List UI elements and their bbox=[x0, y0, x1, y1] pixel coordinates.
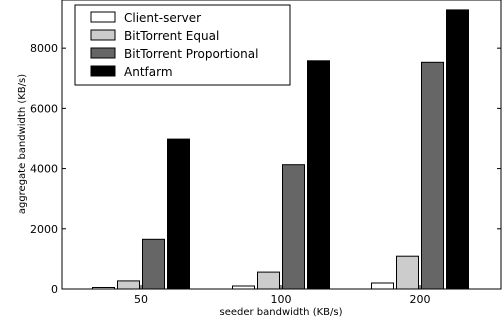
x-tick-label: 100 bbox=[271, 293, 292, 306]
legend-label: Client-server bbox=[124, 11, 201, 25]
bar-client-server-50 bbox=[92, 287, 115, 290]
legend-label: BitTorrent Proportional bbox=[124, 47, 258, 61]
legend-swatch bbox=[90, 11, 116, 23]
bars-group bbox=[92, 9, 469, 290]
bar-antfarm-200 bbox=[446, 9, 469, 290]
y-tick-label: 8000 bbox=[30, 42, 58, 55]
bar-bittorrent-equal-200 bbox=[396, 255, 419, 290]
bar-client-server-100 bbox=[232, 285, 255, 290]
legend-label: Antfarm bbox=[124, 65, 173, 79]
bar-antfarm-50 bbox=[167, 138, 190, 290]
bar-bittorrent-proportional-200 bbox=[421, 61, 444, 290]
x-axis-ticks: 50 100 200 bbox=[134, 285, 431, 306]
bar-bittorrent-equal-50 bbox=[117, 280, 140, 290]
y-tick-label: 0 bbox=[51, 283, 58, 296]
legend-swatch bbox=[90, 65, 116, 77]
x-axis-label: seeder bandwidth (KB/s) bbox=[219, 307, 342, 318]
bar-client-server-200 bbox=[371, 282, 394, 290]
y-tick-label: 4000 bbox=[30, 163, 58, 176]
x-tick-label: 50 bbox=[134, 293, 148, 306]
legend: Client-server BitTorrent Equal BitTorrent … bbox=[74, 4, 291, 86]
y-axis-ticks: 0 2000 4000 6000 8000 bbox=[30, 42, 501, 296]
y-tick-label: 2000 bbox=[30, 223, 58, 236]
bar-bittorrent-proportional-50 bbox=[142, 238, 165, 290]
y-tick-label: 6000 bbox=[30, 102, 58, 115]
legend-label: BitTorrent Equal bbox=[124, 29, 219, 43]
bar-bittorrent-proportional-100 bbox=[282, 164, 305, 290]
bar-antfarm-100 bbox=[307, 60, 330, 290]
x-tick-label: 200 bbox=[410, 293, 431, 306]
y-axis-label: aggregate bandwidth (KB/s) bbox=[17, 74, 28, 214]
bar-bittorrent-equal-100 bbox=[257, 271, 280, 290]
legend-swatch bbox=[90, 47, 116, 59]
legend-swatch bbox=[90, 29, 116, 41]
